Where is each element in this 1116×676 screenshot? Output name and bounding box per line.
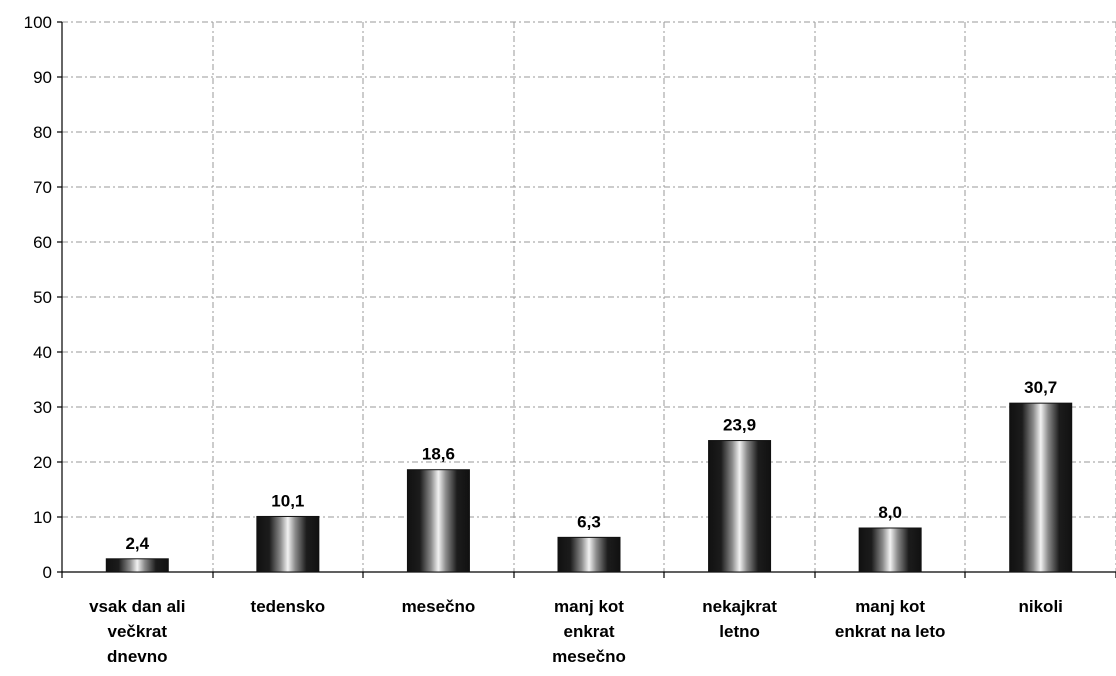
bar	[406, 469, 470, 573]
y-tick-label: 10	[33, 508, 52, 527]
y-tick-label: 70	[33, 178, 52, 197]
x-tick-label-line: nekajkrat	[702, 597, 777, 616]
x-tick-label: tedensko	[251, 597, 326, 616]
bar	[256, 515, 320, 573]
axis-layer	[57, 21, 1116, 578]
x-tick-label: nikoli	[1019, 597, 1063, 616]
x-tick-label-line: mesečno	[402, 597, 476, 616]
x-tick-label-line: večkrat	[108, 622, 168, 641]
x-tick-label-line: manj kot	[855, 597, 925, 616]
bar-layer	[105, 402, 1073, 573]
x-tick-label: manj kot enkrat na leto	[835, 597, 946, 641]
x-tick-label: vsak dan ali večkrat dnevno	[89, 597, 185, 666]
y-tick-label: 80	[33, 123, 52, 142]
y-tick-label: 0	[43, 563, 52, 582]
grid-layer	[62, 21, 1116, 578]
x-tick-label-line: letno	[719, 622, 760, 641]
x-tick-label-line: mesečno	[552, 647, 626, 666]
data-label: 10,1	[271, 491, 304, 510]
x-tick-label: mesečno	[402, 597, 476, 616]
bar	[858, 527, 922, 573]
x-tick-label-line: nikoli	[1019, 597, 1063, 616]
data-label: 18,6	[422, 445, 455, 464]
data-label: 6,3	[577, 512, 601, 531]
data-label: 30,7	[1024, 378, 1057, 397]
x-tick-label-line: enkrat	[563, 622, 614, 641]
data-label: 2,4	[125, 534, 149, 553]
bar	[708, 440, 772, 573]
y-tick-label: 90	[33, 68, 52, 87]
x-tick-label-line: dnevno	[107, 647, 167, 666]
bar	[557, 536, 621, 573]
label-layer: 0 10 20 30 40 50 60 70 80 90 100 2,4 vsak dan ali več…	[24, 13, 1063, 666]
y-tick-label: 30	[33, 398, 52, 417]
y-tick-label: 100	[24, 13, 52, 32]
y-tick-label: 50	[33, 288, 52, 307]
data-label: 8,0	[878, 503, 902, 522]
x-tick-label-line: tedensko	[251, 597, 326, 616]
x-tick-label: manj kot enkrat mesečno	[552, 597, 626, 666]
y-tick-label: 40	[33, 343, 52, 362]
bar	[1009, 402, 1073, 573]
x-tick-label: nekajkrat letno	[702, 597, 777, 641]
x-tick-label-line: vsak dan ali	[89, 597, 185, 616]
y-tick-label: 60	[33, 233, 52, 252]
y-tick-label: 20	[33, 453, 52, 472]
bar	[105, 558, 169, 573]
x-tick-label-line: enkrat na leto	[835, 622, 946, 641]
x-tick-label-line: manj kot	[554, 597, 624, 616]
data-label: 23,9	[723, 416, 756, 435]
